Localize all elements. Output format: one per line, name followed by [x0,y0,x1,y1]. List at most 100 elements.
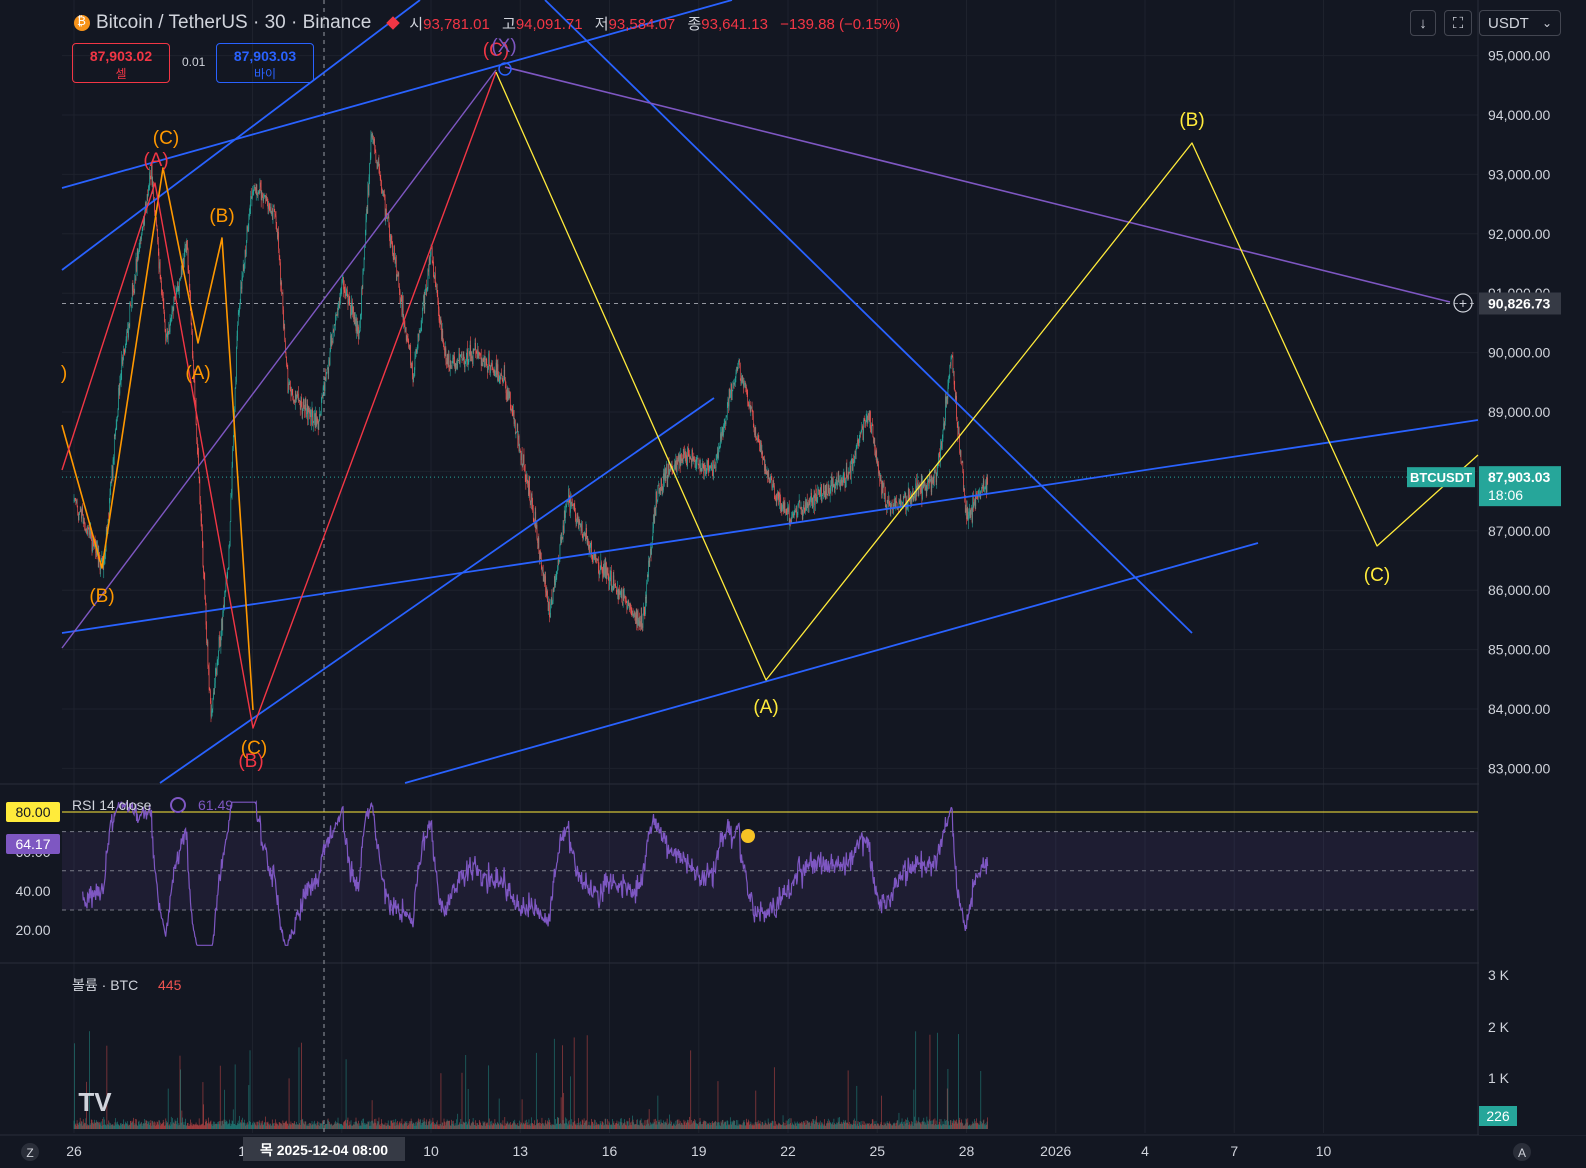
candle-body [488,353,490,366]
volume-bar [477,1123,478,1129]
volume-bar [384,1122,386,1129]
volume-bar [858,1125,860,1129]
candle-body [720,433,721,448]
candle-body [815,494,817,495]
candle-body [973,494,974,508]
volume-bar [478,1119,480,1129]
candle-body [754,427,756,436]
candle-body [400,299,401,304]
candle-body [812,497,814,507]
candle-body [405,327,407,340]
candle-body [761,451,763,454]
volume-bar [943,1124,944,1129]
volume-bar [694,1119,695,1129]
candle-body [611,570,612,590]
candle-body [756,439,758,441]
volume-bar [595,1125,597,1129]
currency-select[interactable]: USDT ⌄ [1479,10,1561,36]
volume-bar [320,1123,322,1129]
candle-body [460,354,462,356]
volume-bar [76,1120,78,1129]
candle-body [964,498,966,513]
buy-button[interactable]: 87,903.03 바이 [216,43,314,83]
candle-body [326,369,328,373]
volume-bar [873,1125,874,1129]
volume-bar [704,1121,706,1129]
symbol-title[interactable]: Bitcoin / TetherUS · 30 · Binance [96,12,372,33]
candle-body [191,323,193,332]
volume-bar [669,1123,671,1129]
volume-bar [727,1121,729,1129]
candle-body [200,500,201,510]
candle-body [227,569,229,574]
candle-body [354,314,356,324]
candle-body [718,448,720,449]
candle-body [710,467,712,468]
volume-bar [842,1123,843,1129]
candle-body [428,258,430,272]
candle-body [712,475,714,477]
volume-bar [365,1123,367,1129]
download-icon[interactable]: ↓ [1410,10,1436,36]
volume-bar [848,1123,850,1129]
volume-bar [171,1124,173,1129]
volume-bar [486,1122,488,1129]
volume-bar [265,1116,266,1129]
candle-body [969,508,970,516]
candle-body [428,269,429,272]
candle-body [667,476,669,487]
volume-bar [949,1120,951,1129]
candle-body [676,460,678,473]
volume-bar [272,1123,274,1129]
candle-body [617,589,618,593]
sell-price: 87,903.02 [89,48,153,64]
volume-bar [304,1124,305,1129]
candle-body [524,470,525,471]
volume-bar [531,1117,532,1129]
candle-body [770,476,772,480]
candle-body [700,468,702,472]
volume-bar [350,1124,351,1129]
drawings[interactable]: + [61,0,1479,784]
candle-body [619,592,621,595]
fullscreen-icon[interactable]: ⛶ [1444,10,1472,36]
volume-bar [617,1123,619,1129]
candle-body [519,449,521,452]
volume-bar [760,1125,762,1129]
volume-bar [89,1031,90,1129]
candle-body [559,545,561,560]
candle-body [731,383,732,401]
volume-bar [716,1125,718,1129]
volume-bar [936,1032,938,1129]
volume-bar [928,1119,930,1129]
candle-body [324,377,326,391]
volume-bar [800,1123,802,1129]
candle-body [906,499,907,511]
volume-bar [139,1124,141,1129]
candle-body [586,539,588,542]
volume-bar [411,1120,413,1129]
volume-bar [834,1124,836,1129]
candle-body [707,460,708,468]
volume-bar [922,1121,924,1129]
volume-bar [701,1124,703,1129]
volume-bar [664,1122,666,1129]
candle-body [216,659,218,675]
candle-body [623,589,625,598]
candle-body [747,394,749,404]
candle-body [462,359,463,361]
volume-bar [804,1124,806,1129]
volume-bar [168,1125,170,1129]
volume-bar [345,1119,346,1129]
candle-body [730,383,732,394]
sell-button[interactable]: 87,903.02 셀 [72,43,170,83]
volume-bar [299,1123,301,1129]
volume-bar [452,1120,454,1129]
candle-body [374,138,375,146]
volume-bar [690,1120,692,1129]
volume-bar [814,1119,816,1129]
volume-bar [394,1122,395,1129]
candle-body [540,552,542,558]
